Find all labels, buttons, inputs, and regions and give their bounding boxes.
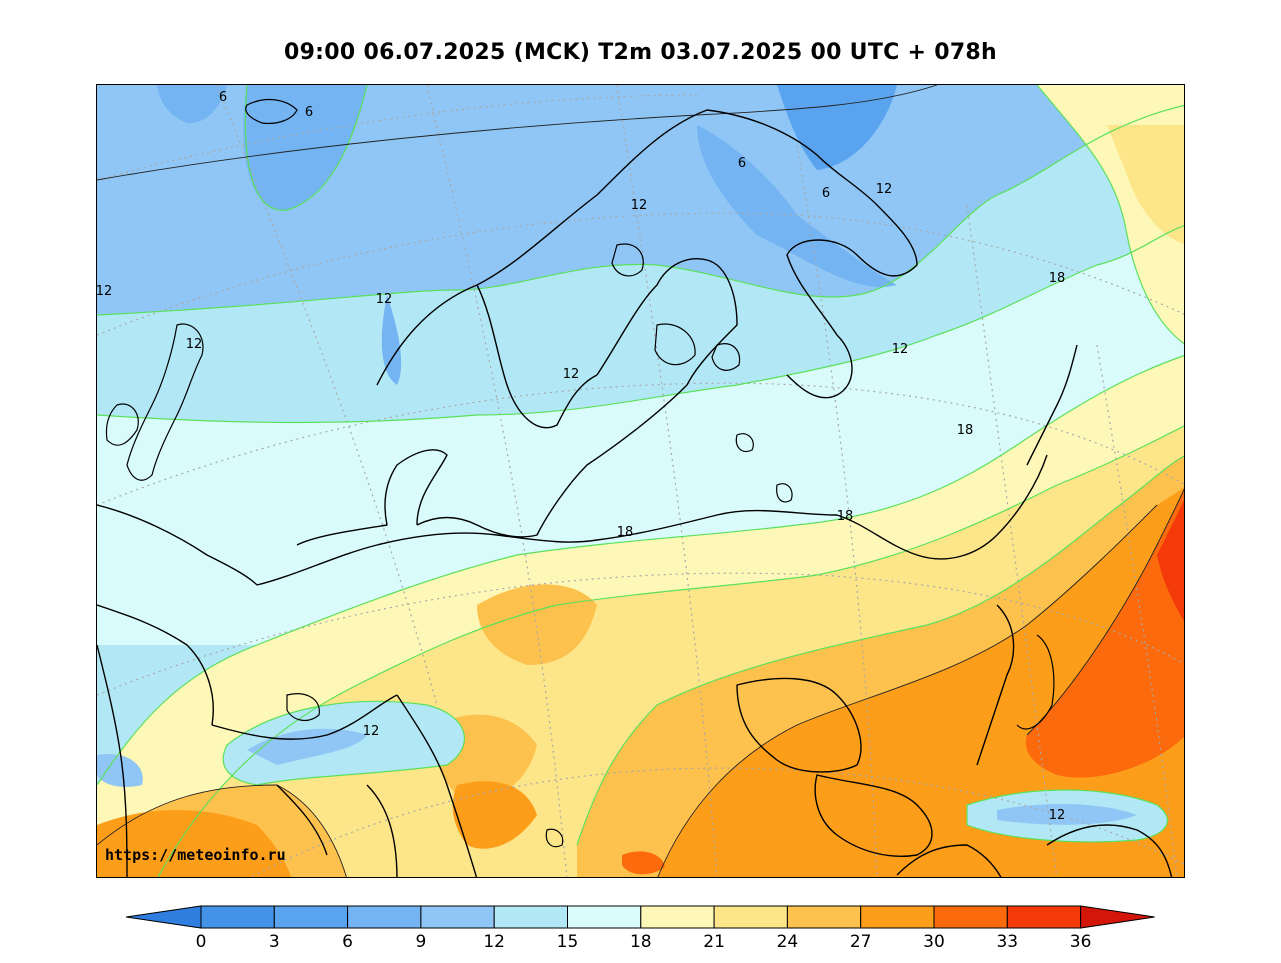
colorbar-segment [567,905,642,929]
colorbar-tick-label: 30 [923,932,945,952]
isotherm-label: 12 [363,724,380,739]
colorbar-tick-label: 18 [629,932,652,952]
colorbar-segment [786,905,862,929]
isotherm-label: 18 [1049,271,1066,286]
isotherm-label: 12 [892,342,909,357]
colorbar-over-arrow [1080,905,1155,929]
colorbar-segment [640,905,715,929]
colorbar-segment [1006,905,1082,929]
colorbar-segment [273,905,349,929]
map-title: 09:00 06.07.2025 (MCK) T2m 03.07.2025 00… [283,40,998,65]
isotherm-label: 6 [305,105,313,120]
colorbar-tick-label: 6 [342,932,354,952]
colorbar-segment [860,905,935,929]
colorbar-tick-label: 27 [849,932,872,952]
isotherm-label: 12 [876,182,893,197]
colorbar-tick-label: 3 [268,932,280,952]
colorbar-under-arrow [126,905,202,929]
isotherm-label: 18 [957,423,974,438]
isotherm-label: 6 [738,156,746,171]
isotherm-label: 18 [837,509,854,524]
isotherm-label: 12 [1049,808,1066,823]
colorbar-tick-label: 36 [1069,932,1092,952]
isotherm-label: 12 [376,292,393,307]
temperature-colorbar [126,905,1155,929]
isotherm-label: 12 [186,337,203,352]
colorbar-tick-label: 33 [996,932,1019,952]
colorbar-segment [933,905,1008,929]
colorbar-tick-label: 12 [483,932,506,952]
isotherm-label: 12 [97,284,112,299]
colorbar-segment [493,905,569,929]
isotherm-label: 12 [631,198,648,213]
isotherm-label: 12 [563,367,580,382]
watermark-url: https://meteoinfo.ru [105,846,286,864]
temperature-field: 6 6 6 6 12 12 12 12 12 12 12 12 12 18 18 18 18 [97,85,1184,877]
colorbar-tick-label: 9 [415,932,427,952]
colorbar-tick-label: 24 [776,932,799,952]
colorbar-tick-label: 0 [195,932,207,952]
isotherm-label: 6 [219,90,227,105]
colorbar-segment [420,905,495,929]
isotherm-label: 18 [617,525,634,540]
temperature-map: 6 6 6 6 12 12 12 12 12 12 12 12 12 18 18 18 18 [96,84,1185,878]
colorbar-tick-label: 21 [703,932,725,952]
colorbar-segment [347,905,422,929]
colorbar-segment [713,905,788,929]
colorbar-tick-label: 15 [556,932,579,952]
colorbar-segment [200,905,275,929]
isotherm-label: 6 [822,186,830,201]
